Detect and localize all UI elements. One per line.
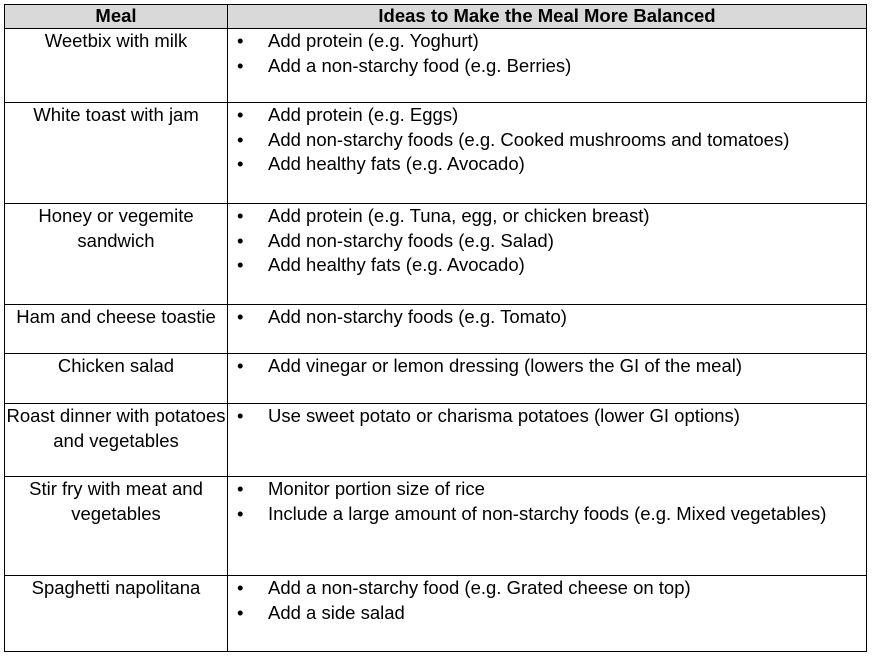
idea-item: Add non-starchy foods (e.g. Cooked mushr…: [228, 128, 866, 153]
idea-item: Add a non-starchy food (e.g. Grated chee…: [228, 576, 866, 601]
table-row: Honey or vegemite sandwich Add protein (…: [4, 203, 867, 305]
idea-item: Monitor portion size of rice: [228, 477, 866, 502]
idea-item: Add healthy fats (e.g. Avocado): [228, 152, 866, 177]
ideas-cell: Add non-starchy foods (e.g. Tomato): [227, 304, 867, 354]
ideas-cell: Add a non-starchy food (e.g. Grated chee…: [227, 575, 867, 652]
meal-cell: Honey or vegemite sandwich: [4, 203, 228, 305]
ideas-cell: Monitor portion size of rice Include a l…: [227, 476, 867, 576]
ideas-cell: Add protein (e.g. Tuna, egg, or chicken …: [227, 203, 867, 305]
table-row: Spaghetti napolitana Add a non-starchy f…: [4, 575, 867, 652]
table-row: Ham and cheese toastie Add non-starchy f…: [4, 304, 867, 354]
idea-item: Add non-starchy foods (e.g. Tomato): [228, 305, 866, 330]
ideas-cell: Add protein (e.g. Yoghurt) Add a non-sta…: [227, 28, 867, 103]
meal-cell: Chicken salad: [4, 353, 228, 404]
meal-ideas-table: Meal Ideas to Make the Meal More Balance…: [4, 4, 867, 652]
table-header-row: Meal Ideas to Make the Meal More Balance…: [4, 4, 867, 29]
table-row: Chicken salad Add vinegar or lemon dress…: [4, 353, 867, 404]
meal-cell: Spaghetti napolitana: [4, 575, 228, 652]
ideas-list: Add non-starchy foods (e.g. Tomato): [228, 305, 866, 330]
ideas-list: Monitor portion size of rice Include a l…: [228, 477, 866, 526]
meal-cell: Ham and cheese toastie: [4, 304, 228, 354]
meal-cell: Weetbix with milk: [4, 28, 228, 103]
meal-cell: White toast with jam: [4, 102, 228, 204]
ideas-list: Use sweet potato or charisma potatoes (l…: [228, 404, 866, 429]
table-row: Roast dinner with potatoes and vegetable…: [4, 403, 867, 477]
ideas-column-header: Ideas to Make the Meal More Balanced: [227, 4, 867, 29]
ideas-list: Add protein (e.g. Yoghurt) Add a non-sta…: [228, 29, 866, 78]
ideas-list: Add vinegar or lemon dressing (lowers th…: [228, 354, 866, 379]
idea-item: Add a non-starchy food (e.g. Berries): [228, 54, 866, 79]
idea-item: Add healthy fats (e.g. Avocado): [228, 253, 866, 278]
idea-item: Use sweet potato or charisma potatoes (l…: [228, 404, 866, 429]
meal-cell: Stir fry with meat and vegetables: [4, 476, 228, 576]
ideas-list: Add protein (e.g. Eggs) Add non-starchy …: [228, 103, 866, 177]
ideas-list: Add protein (e.g. Tuna, egg, or chicken …: [228, 204, 866, 278]
ideas-cell: Add vinegar or lemon dressing (lowers th…: [227, 353, 867, 404]
table-row: Stir fry with meat and vegetables Monito…: [4, 476, 867, 576]
ideas-cell: Use sweet potato or charisma potatoes (l…: [227, 403, 867, 477]
idea-item: Add protein (e.g. Eggs): [228, 103, 866, 128]
idea-item: Include a large amount of non-starchy fo…: [228, 502, 866, 527]
idea-item: Add vinegar or lemon dressing (lowers th…: [228, 354, 866, 379]
ideas-cell: Add protein (e.g. Eggs) Add non-starchy …: [227, 102, 867, 204]
idea-item: Add a side salad: [228, 601, 866, 626]
ideas-list: Add a non-starchy food (e.g. Grated chee…: [228, 576, 866, 625]
idea-item: Add non-starchy foods (e.g. Salad): [228, 229, 866, 254]
table-row: White toast with jam Add protein (e.g. E…: [4, 102, 867, 204]
table-row: Weetbix with milk Add protein (e.g. Yogh…: [4, 28, 867, 103]
idea-item: Add protein (e.g. Tuna, egg, or chicken …: [228, 204, 866, 229]
idea-item: Add protein (e.g. Yoghurt): [228, 29, 866, 54]
meal-column-header: Meal: [4, 4, 228, 29]
meal-cell: Roast dinner with potatoes and vegetable…: [4, 403, 228, 477]
